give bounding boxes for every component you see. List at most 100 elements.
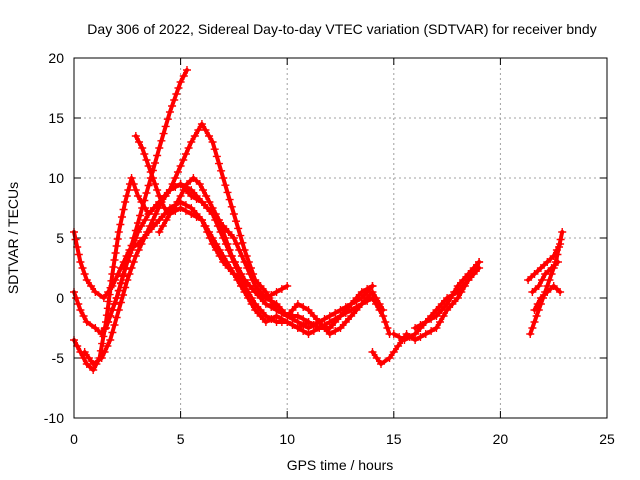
- data-point: [229, 234, 238, 242]
- data-point: [131, 234, 140, 242]
- data-point: [223, 240, 232, 248]
- data-point: [121, 265, 130, 274]
- series-track-13: [528, 258, 562, 296]
- data-point: [155, 144, 164, 152]
- data-point: [304, 318, 313, 326]
- data-point: [469, 264, 478, 272]
- data-point: [427, 315, 436, 323]
- data-point: [112, 242, 121, 250]
- data-point: [446, 294, 455, 302]
- data-point: [112, 313, 121, 322]
- data-point: [197, 216, 206, 224]
- data-point: [222, 258, 231, 266]
- data-point: [267, 315, 276, 323]
- data-point: [372, 294, 381, 302]
- data-point: [119, 205, 128, 214]
- data-point: [202, 192, 211, 200]
- data-point: [325, 330, 334, 338]
- data-point: [134, 246, 143, 254]
- data-point: [176, 204, 185, 212]
- data-point: [192, 192, 201, 200]
- data-point: [157, 136, 166, 145]
- data-point: [162, 216, 171, 224]
- data-point: [205, 228, 214, 236]
- data-point: [133, 228, 142, 236]
- data-point: [450, 288, 459, 296]
- data-point: [91, 288, 100, 296]
- data-point: [405, 333, 414, 341]
- data-point: [149, 204, 158, 212]
- data-point: [234, 224, 243, 233]
- data-point: [190, 132, 199, 140]
- data-point: [181, 150, 190, 158]
- data-point: [230, 258, 239, 266]
- series-track-5: [101, 180, 377, 332]
- data-point: [99, 332, 108, 341]
- data-point: [372, 354, 381, 362]
- data-point: [78, 264, 87, 272]
- data-point: [352, 297, 361, 305]
- data-point: [530, 270, 539, 278]
- data-point: [411, 324, 420, 332]
- data-point: [123, 258, 132, 266]
- data-point: [201, 222, 210, 230]
- y-tick-label: 15: [48, 110, 64, 126]
- data-point: [475, 258, 484, 266]
- data-point: [331, 327, 340, 335]
- data-point: [123, 276, 132, 284]
- data-point: [309, 312, 318, 320]
- data-point: [533, 300, 542, 308]
- data-point: [226, 264, 235, 272]
- data-point: [197, 198, 206, 206]
- data-point: [545, 276, 554, 284]
- data-point: [146, 222, 155, 230]
- data-point: [137, 240, 146, 248]
- data-point: [534, 282, 543, 290]
- data-point: [341, 303, 350, 311]
- data-point: [225, 195, 234, 204]
- data-point: [84, 354, 93, 362]
- data-point: [530, 306, 539, 314]
- data-point: [98, 339, 107, 348]
- x-tick-label: 5: [177, 431, 185, 447]
- data-point: [261, 318, 270, 326]
- data-point: [173, 168, 182, 176]
- data-point: [174, 84, 183, 92]
- data-point: [240, 258, 249, 266]
- data-point: [543, 288, 552, 296]
- data-point: [363, 288, 372, 296]
- y-tick-label: 20: [48, 50, 64, 66]
- data-point: [72, 294, 81, 302]
- data-point: [553, 258, 562, 266]
- data-point: [547, 264, 556, 272]
- data-point: [210, 145, 219, 154]
- data-point: [526, 330, 535, 338]
- series-track-14: [530, 282, 565, 314]
- data-point: [73, 243, 82, 251]
- data-point: [108, 270, 117, 278]
- data-point: [146, 168, 155, 176]
- data-point: [176, 162, 185, 170]
- data-point: [137, 222, 146, 230]
- data-point: [232, 240, 241, 248]
- x-tick-label: 25: [599, 431, 615, 447]
- data-point: [416, 333, 425, 341]
- data-point: [142, 156, 151, 164]
- data-point: [536, 264, 545, 272]
- data-point: [176, 192, 185, 200]
- data-point: [171, 174, 180, 182]
- data-point: [155, 192, 164, 200]
- data-point: [245, 282, 254, 290]
- data-point: [352, 306, 361, 314]
- data-point: [117, 213, 126, 221]
- data-point: [182, 180, 191, 188]
- data-point: [80, 270, 89, 278]
- data-point: [389, 348, 398, 356]
- data-point: [163, 115, 172, 124]
- series-track-12: [524, 240, 565, 284]
- data-point: [165, 210, 174, 218]
- data-point: [532, 312, 541, 320]
- data-point: [549, 282, 558, 290]
- data-point: [161, 122, 170, 131]
- data-point: [299, 321, 308, 329]
